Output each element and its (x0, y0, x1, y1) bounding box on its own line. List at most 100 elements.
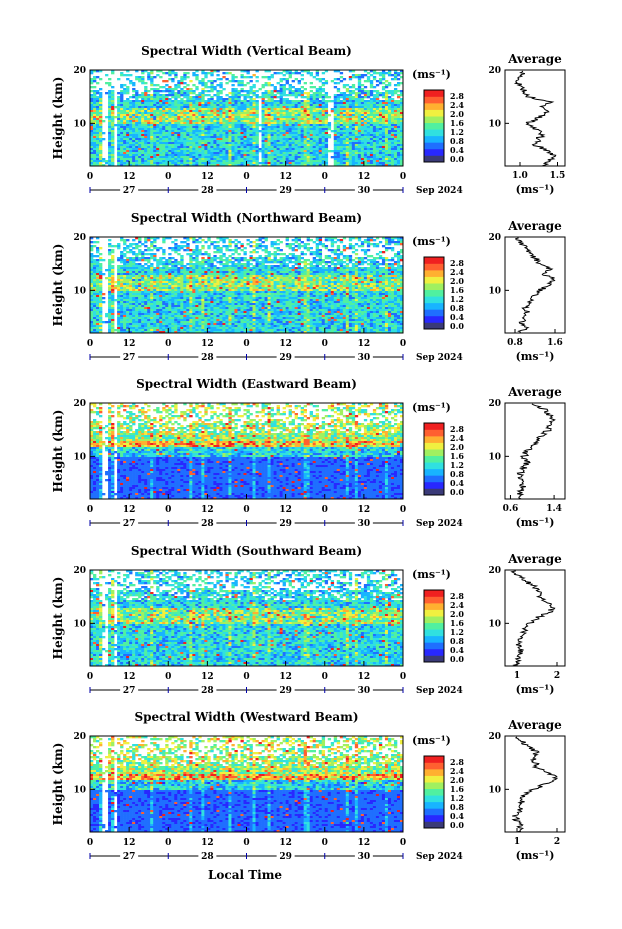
heatmap-cell (156, 144, 159, 146)
heatmap-cell (277, 102, 280, 104)
heatmap-cell (96, 120, 99, 122)
heatmap-cell (123, 100, 126, 102)
heatmap-cell (141, 136, 144, 138)
heatmap-cell (123, 128, 126, 130)
heatmap-cell (108, 116, 111, 118)
heatmap-cell (198, 158, 201, 160)
heatmap-cell (186, 126, 189, 128)
heatmap-cell (162, 106, 165, 108)
heatmap-cell (177, 112, 180, 114)
heatmap-cell (123, 92, 126, 94)
heatmap-cell (210, 98, 213, 100)
heatmap-cell (268, 152, 271, 154)
heatmap-cell (192, 154, 195, 156)
heatmap-cell (117, 112, 120, 114)
heatmap-cell (198, 124, 201, 126)
heatmap-cell (174, 96, 177, 98)
heatmap-cell (222, 108, 225, 110)
heatmap-cell (274, 72, 277, 74)
heatmap-cell (237, 128, 240, 130)
heatmap-cell (138, 138, 141, 140)
heatmap-cell (265, 126, 268, 128)
heatmap-cell (135, 94, 138, 96)
heatmap-cell (99, 100, 102, 102)
heatmap-cell (247, 120, 250, 122)
heatmap-cell (168, 120, 171, 122)
heatmap-cell (135, 120, 138, 122)
heatmap-cell (271, 126, 274, 128)
heatmap-cell (171, 128, 174, 130)
heatmap-cell (253, 120, 256, 122)
heatmap-cell (108, 162, 111, 164)
heatmap-cell (117, 124, 120, 126)
heatmap-cell (189, 148, 192, 150)
heatmap-cell (132, 144, 135, 146)
heatmap-cell (174, 100, 177, 102)
heatmap-cell (213, 110, 216, 112)
heatmap-cell (147, 122, 150, 124)
heatmap-cell (174, 104, 177, 106)
heatmap-cell (114, 116, 117, 118)
heatmap-cell (147, 72, 150, 74)
heatmap-cell (117, 156, 120, 158)
heatmap-cell (108, 104, 111, 106)
heatmap-cell (156, 108, 159, 110)
heatmap-cell (204, 100, 207, 102)
heatmap-cell (162, 108, 165, 110)
heatmap-cell (231, 92, 234, 94)
heatmap-cell (174, 130, 177, 132)
heatmap-cell (250, 108, 253, 110)
heatmap-cell (102, 158, 105, 160)
heatmap-cell (240, 146, 243, 148)
heatmap-cell (153, 162, 156, 164)
heatmap-cell (219, 118, 222, 120)
heatmap-cell (135, 146, 138, 148)
heatmap-cell (177, 118, 180, 120)
heatmap-cell (256, 76, 259, 78)
heatmap-cell (126, 136, 129, 138)
heatmap-cell (171, 100, 174, 102)
heatmap-cell (201, 136, 204, 138)
heatmap-cell (228, 134, 231, 136)
heatmap-cell (135, 112, 138, 114)
heatmap-cell (204, 136, 207, 138)
heatmap-cell (271, 102, 274, 104)
heatmap-cell (262, 154, 265, 156)
heatmap-cell (225, 130, 228, 132)
heatmap-cell (171, 152, 174, 154)
heatmap-cell (153, 144, 156, 146)
heatmap-cell (162, 96, 165, 98)
heatmap-cell (210, 124, 213, 126)
heatmap-cell (243, 98, 246, 100)
heatmap-cell (156, 84, 159, 86)
heatmap-cell (123, 130, 126, 132)
heatmap-cell (165, 144, 168, 146)
heatmap-cell (132, 132, 135, 134)
heatmap-cell (192, 108, 195, 110)
heatmap-cell (201, 80, 204, 82)
heatmap-cell (147, 136, 150, 138)
heatmap-cell (111, 94, 114, 96)
heatmap-cell (225, 100, 228, 102)
heatmap-cell (234, 134, 237, 136)
heatmap-cell (201, 160, 204, 162)
heatmap-cell (265, 138, 268, 140)
heatmap-cell (198, 98, 201, 100)
heatmap-cell (99, 106, 102, 108)
heatmap-cell (165, 126, 168, 128)
heatmap-cell (177, 94, 180, 96)
heatmap-cell (262, 120, 265, 122)
heatmap-cell (265, 158, 268, 160)
heatmap-cell (153, 152, 156, 154)
heatmap-cell (237, 162, 240, 164)
heatmap-cell (150, 76, 153, 78)
heatmap-cell (129, 158, 132, 160)
heatmap-cell (150, 114, 153, 116)
heatmap-cell (138, 154, 141, 156)
heatmap-cell (96, 162, 99, 164)
heatmap-cell (228, 120, 231, 122)
heatmap-cell (132, 94, 135, 96)
heatmap-cell (144, 82, 147, 84)
heatmap-cell (153, 132, 156, 134)
heatmap-cell (165, 98, 168, 100)
